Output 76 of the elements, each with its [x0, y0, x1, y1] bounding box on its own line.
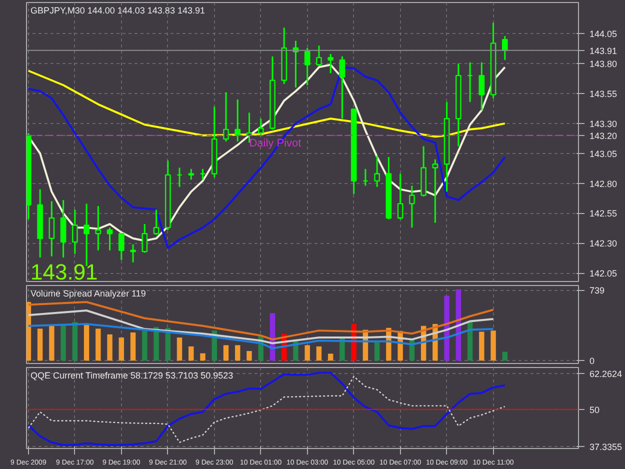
bar — [200, 353, 206, 361]
y-tick-label: 144.05 — [590, 29, 618, 40]
bar — [490, 330, 496, 361]
candlestick — [328, 53, 334, 74]
candlestick — [478, 62, 485, 112]
candlestick — [200, 168, 206, 180]
y-tick-label: 37.3355 — [590, 442, 622, 452]
bar — [118, 338, 124, 361]
bar — [154, 327, 159, 361]
candlestick — [72, 208, 78, 255]
candlestick — [153, 208, 160, 236]
bar — [60, 324, 66, 361]
candlestick — [142, 223, 148, 254]
y-tick-label: 143.05 — [590, 148, 618, 159]
bar — [26, 302, 32, 361]
bar — [37, 328, 43, 361]
line-series — [27, 70, 506, 138]
bar — [107, 334, 112, 361]
bar — [223, 345, 229, 361]
candlestick — [502, 35, 508, 61]
bar — [176, 338, 182, 361]
candlestick — [223, 92, 229, 142]
y-tick-label: 143.30 — [590, 118, 618, 129]
bar — [96, 328, 101, 361]
bar — [304, 345, 310, 361]
candlestick — [432, 158, 438, 224]
candlestick — [188, 168, 194, 180]
candlestick — [339, 56, 346, 120]
candlestick — [316, 44, 322, 67]
y-tick-label: 142.80 — [590, 178, 618, 189]
y-tick-label: 142.55 — [590, 208, 618, 219]
chart-title: GBPJPY,M30 144.00 144.03 143.83 143.91 — [30, 6, 205, 16]
bar — [142, 330, 148, 361]
candlestick — [409, 184, 415, 228]
candlestick — [130, 244, 136, 264]
bar — [374, 342, 380, 361]
y-tick-label: 143.91 — [590, 46, 618, 56]
candlestick — [362, 168, 368, 186]
y-tick-label: 0 — [590, 356, 595, 366]
candlestick — [106, 226, 113, 252]
chart-title: QQE Current Timeframe 58.1729 53.7103 50.9523 — [30, 370, 234, 380]
y-tick-label: 143.55 — [590, 89, 618, 100]
line-series — [27, 310, 494, 344]
y-tick-label: 143.80 — [590, 59, 618, 70]
candlestick — [374, 155, 380, 188]
candlestick — [60, 199, 66, 258]
y-tick-label: 142.30 — [590, 238, 618, 249]
bar — [328, 354, 334, 361]
candlestick — [258, 118, 264, 136]
y-tick-label: 739 — [590, 286, 605, 296]
bar — [188, 346, 194, 361]
y-tick-label: 62.2624 — [590, 368, 622, 379]
candlestick — [234, 98, 241, 142]
bar — [235, 345, 240, 361]
y-tick-label: 50 — [590, 404, 600, 415]
bar — [49, 325, 54, 361]
annotation: 143.91 — [30, 260, 98, 284]
bar — [84, 324, 90, 361]
candlestick — [467, 62, 473, 103]
candlestick — [176, 166, 182, 188]
candlestick — [304, 47, 310, 86]
bar — [130, 332, 136, 361]
candlestick — [48, 200, 55, 258]
bar — [502, 352, 508, 361]
y-tick-label: 143.20 — [590, 130, 618, 141]
candlestick — [118, 232, 124, 261]
line-series — [27, 301, 494, 340]
bar — [316, 346, 322, 361]
line-series — [27, 322, 494, 350]
y-tick-label: 142.05 — [590, 268, 618, 279]
bar — [246, 350, 252, 361]
bar — [479, 332, 484, 361]
candlestick — [397, 172, 404, 220]
chart-title: Volume Spread Analyzer 119 — [30, 288, 146, 298]
bar — [72, 322, 78, 361]
candlestick — [95, 205, 102, 252]
